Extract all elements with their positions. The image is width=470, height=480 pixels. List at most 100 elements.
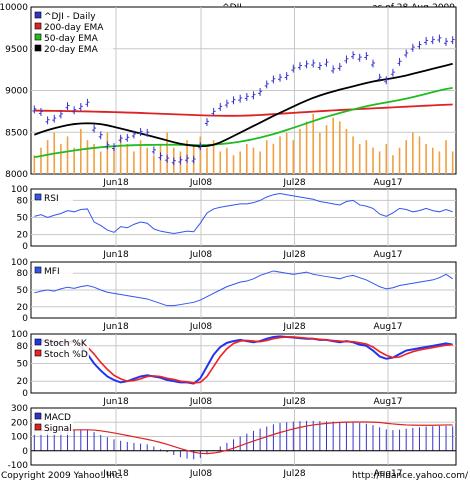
volume-bar [398, 147, 401, 174]
price-legend-swatch [34, 11, 42, 19]
volume-bar [292, 140, 295, 174]
volume-bar [418, 136, 421, 174]
stoch-legend-label: Stoch %K [44, 339, 88, 349]
volume-bar [372, 147, 374, 174]
price-legend-swatch [34, 33, 42, 41]
volume-bar [285, 132, 288, 174]
volume-bar [206, 147, 208, 174]
volume-bar [345, 128, 348, 174]
volume-bar [113, 147, 115, 174]
rsi-ytick-label: 100 [11, 185, 28, 195]
volume-bar [133, 151, 135, 174]
volume-bar [325, 125, 328, 174]
volume-bar [73, 147, 75, 174]
rsi-xtick-label: Jun18 [102, 250, 129, 260]
mfi-xtick-label: Jul08 [189, 322, 213, 332]
volume-bar [332, 117, 334, 174]
stoch-legend-swatch [34, 338, 42, 346]
macd-legend-swatch [34, 423, 42, 431]
volume-bar [106, 132, 109, 174]
macd-xtick-label: Jul28 [282, 469, 306, 479]
rsi-legend-box [33, 191, 73, 205]
mfi-legend-box [33, 264, 73, 278]
volume-bar [431, 147, 434, 174]
mfi-xtick-label: Jul28 [282, 322, 306, 332]
mfi-ytick-label: 50 [17, 286, 29, 296]
price-ytick-label: 8500 [5, 128, 28, 138]
volume-bar [438, 151, 441, 174]
price-legend-label: 50-day EMA [44, 34, 99, 44]
macd-xtick-label: Jun18 [102, 469, 129, 479]
volume-bar [146, 147, 149, 174]
rsi-legend-swatch [34, 193, 42, 201]
mfi-xtick-label: Jun18 [102, 322, 129, 332]
price-legend-box [33, 9, 113, 56]
price-xtick-label: Aug17 [373, 178, 402, 188]
rsi-ytick-label: 80 [17, 196, 29, 206]
mfi-legend-swatch [34, 266, 42, 274]
volume-bar [93, 143, 95, 174]
volume-bar [126, 143, 129, 174]
macd-xtick-label: Aug17 [373, 469, 402, 479]
mfi-legend-label: MFI [44, 267, 60, 277]
mfi-xtick-label: Aug17 [373, 322, 402, 332]
price-legend-label: 20-day EMA [44, 45, 99, 55]
volume-bar [86, 140, 89, 174]
stoch-xtick-label: Aug17 [373, 397, 402, 407]
volume-bar [445, 140, 447, 174]
volume-bar [358, 143, 361, 174]
price-xtick-label: Jul08 [189, 178, 213, 188]
macd-ytick-label: 300 [11, 404, 28, 414]
rsi-legend-label: RSI [44, 194, 59, 204]
copyright-text: Copyright 2009 Yahoo! Inc. [1, 471, 123, 480]
mfi-ytick-label: 100 [11, 258, 28, 268]
price-ytick-label: 9000 [5, 87, 28, 97]
volume-bar [451, 151, 454, 174]
volume-bar [352, 136, 354, 174]
stoch-ytick-label: 20 [17, 377, 29, 387]
volume-bar [60, 143, 62, 174]
mfi-ytick-label: 20 [17, 303, 29, 313]
volume-bar [279, 136, 281, 174]
stoch-legend-label: Stoch %D [44, 350, 88, 360]
stoch-legend-box [33, 336, 89, 361]
price-legend-label: 200-day EMA [44, 23, 104, 33]
macd-ytick-label: 100 [11, 433, 28, 443]
price-ytick-label: 10000 [0, 3, 28, 13]
mfi-ytick-label: 80 [17, 269, 29, 279]
volume-bar [246, 143, 248, 174]
volume-bar [139, 140, 142, 174]
signal-line [34, 421, 453, 455]
macd-ytick-label: -100 [8, 461, 29, 471]
volume-bar [365, 140, 368, 174]
volume-bar [46, 140, 49, 174]
volume-bar [305, 121, 308, 174]
volume-bar [319, 132, 321, 174]
volume-bar [212, 140, 215, 174]
rsi-xtick-label: Jul28 [282, 250, 306, 260]
volume-bar [232, 155, 235, 174]
source-url[interactable]: http://finance.yahoo.com/ [352, 471, 469, 480]
macd-legend-label: MACD [44, 413, 71, 423]
volume-bar [252, 147, 255, 174]
stoch-ytick-label: 80 [17, 342, 29, 352]
price-ytick-label: 8000 [5, 170, 28, 180]
stoch-d-line [34, 336, 453, 384]
stoch-legend-swatch [34, 349, 42, 357]
stoch-ytick-label: 50 [17, 360, 29, 370]
volume-bar [199, 136, 202, 174]
volume-bar [219, 151, 222, 174]
volume-bar [166, 132, 168, 174]
macd-ytick-label: 0 [22, 447, 28, 457]
macd-legend-label: Signal [44, 424, 72, 434]
price-legend-label: ^DJI - Daily [44, 12, 96, 22]
stoch-xtick-label: Jul08 [189, 397, 213, 407]
volume-bar [405, 140, 407, 174]
price-xtick-label: Jun18 [102, 178, 129, 188]
volume-bar [119, 136, 122, 174]
volume-bar [412, 132, 414, 174]
volume-bar [265, 140, 268, 174]
